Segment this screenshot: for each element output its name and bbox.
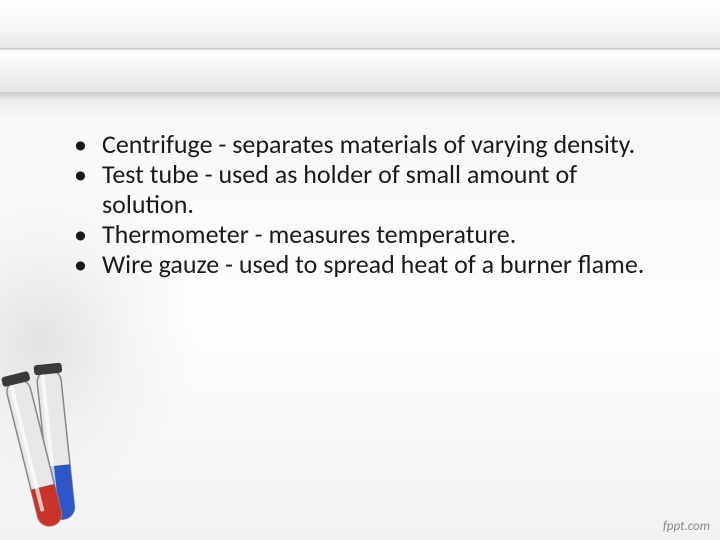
bullet-item: Thermometer - measures temperature. [70, 220, 660, 250]
bullet-item: Wire gauze - used to spread heat of a bu… [70, 250, 660, 280]
top-shadow-band [0, 0, 720, 50]
ridge-shadow [0, 92, 720, 100]
watermark: fppt.com [663, 519, 710, 534]
bullet-text: Test tube - used as holder of small amou… [102, 158, 577, 220]
bullet-item: Test tube - used as holder of small amou… [70, 160, 660, 220]
bullet-text: Centrifuge - separates materials of vary… [102, 128, 635, 160]
ridge-line [0, 48, 720, 51]
test-tubes-icon [0, 350, 110, 540]
bullet-text: Wire gauze - used to spread heat of a bu… [102, 248, 644, 280]
watermark-text: fppt.com [663, 519, 710, 534]
body-content: Centrifuge - separates materials of vary… [70, 130, 660, 279]
bullet-list: Centrifuge - separates materials of vary… [70, 130, 660, 279]
bullet-text: Thermometer - measures temperature. [102, 218, 516, 250]
bullet-item: Centrifuge - separates materials of vary… [70, 130, 660, 160]
slide: Centrifuge - separates materials of vary… [0, 0, 720, 540]
